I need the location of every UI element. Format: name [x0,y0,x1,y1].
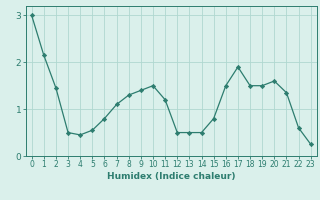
X-axis label: Humidex (Indice chaleur): Humidex (Indice chaleur) [107,172,236,181]
